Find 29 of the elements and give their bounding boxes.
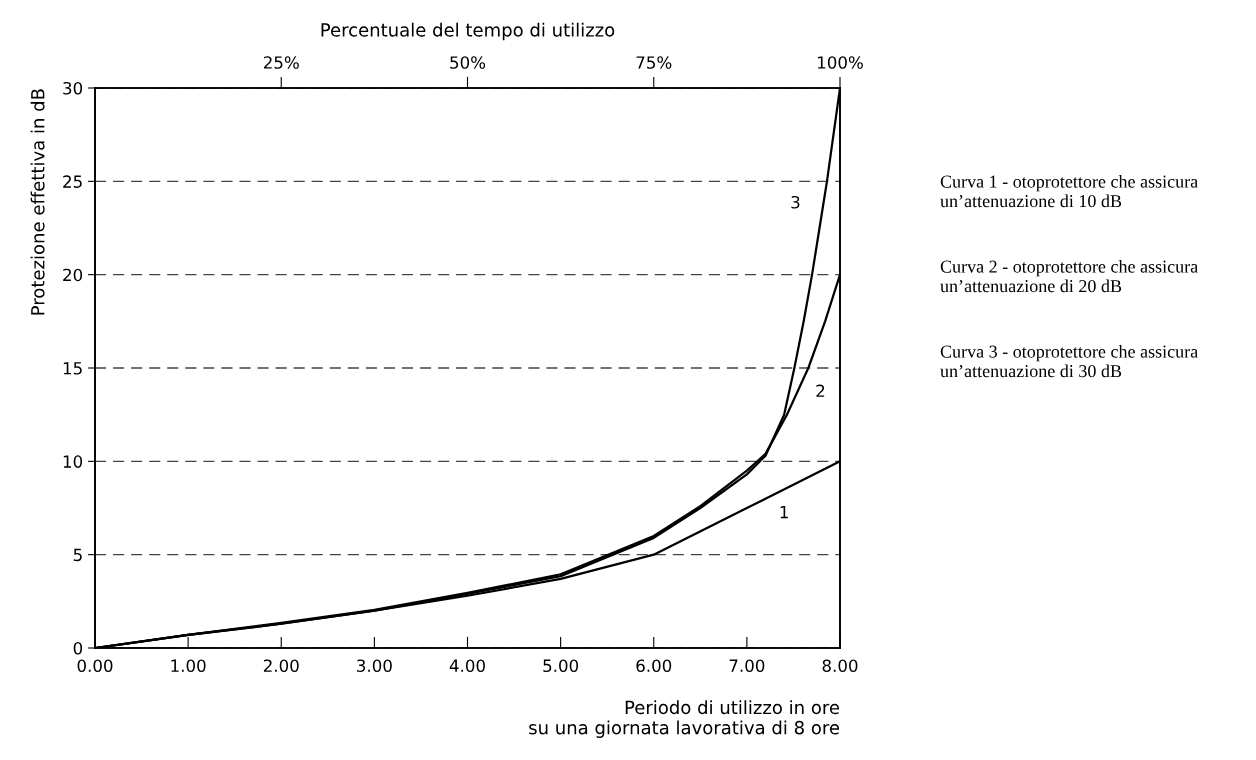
series-label: 3 <box>791 195 800 209</box>
y-tick-label: 10 <box>63 455 83 468</box>
x2-tick-label: 50% <box>450 56 486 69</box>
y-tick-label: 25 <box>63 175 82 188</box>
x-tick-label: 4.00 <box>449 659 485 673</box>
x2-tick-label: 75% <box>636 56 672 69</box>
x-tick-label: 1.00 <box>171 659 206 673</box>
x-tick-label: 7.00 <box>729 659 765 673</box>
y-tick-label: 0 <box>73 641 83 655</box>
series-label: 2 <box>816 384 825 397</box>
x-tick-label: 8.00 <box>822 659 858 673</box>
y-tick-label: 5 <box>73 548 82 562</box>
y-axis-title: Protezione effettiva in dB <box>30 89 45 315</box>
x-tick-label: 2.00 <box>263 659 299 673</box>
y-tick-label: 15 <box>63 362 82 375</box>
x-tick-label: 0.00 <box>77 659 113 673</box>
x2-axis-title: Percentuale del tempo di utilizzo <box>321 22 615 41</box>
x2-tick-label: 100% <box>818 56 863 69</box>
y-tick-label: 20 <box>63 268 83 282</box>
text: Curva 1 - otoprotettore che assicura un’attenuazione di 10 dB <box>940 175 1198 208</box>
text: Curva 2 - otoprotettore che assicura un’attenuazione di 20 dB <box>940 260 1198 293</box>
x-tick-label: 5.00 <box>543 659 579 673</box>
x-axis-title: Periodo di utilizzo in ore su una giornata lavorativa di 8 ore <box>529 700 840 738</box>
y-tick-label: 30 <box>63 81 83 95</box>
x-tick-label: 6.00 <box>636 659 672 673</box>
text: Curva 3 - otoprotettore che assicura un’attenuazione di 30 dB <box>940 345 1198 378</box>
x-tick-label: 3.00 <box>357 659 392 673</box>
x2-tick-label: 25% <box>263 56 299 69</box>
series-label: 1 <box>780 506 788 519</box>
